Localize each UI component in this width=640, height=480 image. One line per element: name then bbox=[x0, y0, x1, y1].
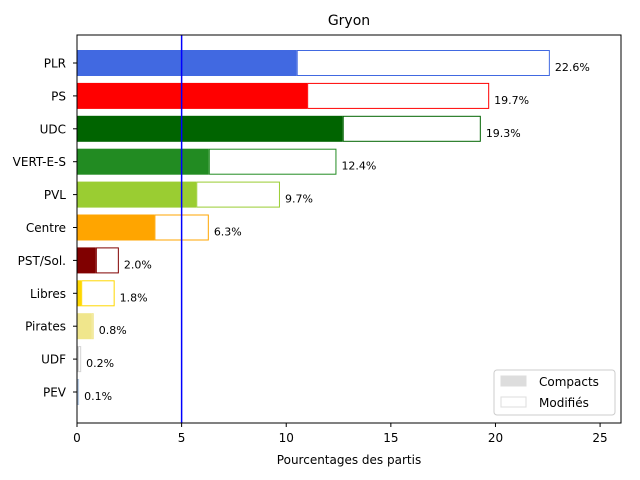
bar-compacts-ps bbox=[77, 82, 308, 109]
data-label-pirates: 0.8% bbox=[99, 324, 127, 337]
x-tick-label: 5 bbox=[178, 431, 186, 445]
bar-compacts-udf bbox=[77, 346, 79, 373]
data-label-pev: 0.1% bbox=[84, 390, 112, 403]
y-tick-label-libres: Libres bbox=[30, 287, 66, 301]
bar-compacts-vert-e-s bbox=[77, 148, 209, 175]
x-tick-label: 25 bbox=[592, 431, 607, 445]
x-axis-label: Pourcentages des partis bbox=[277, 453, 421, 467]
bar-modifies-pirates bbox=[91, 313, 94, 340]
bar-compacts-pst-sol bbox=[77, 247, 96, 274]
data-label-udc: 19.3% bbox=[486, 127, 521, 140]
x-tick-label: 20 bbox=[488, 431, 503, 445]
data-label-ps: 19.7% bbox=[494, 94, 529, 107]
data-label-vert-e-s: 12.4% bbox=[341, 160, 376, 173]
legend-label-modifies: Modifiés bbox=[539, 396, 589, 410]
legend-label-compacts: Compacts bbox=[539, 375, 599, 389]
bar-modifies-udf bbox=[78, 346, 82, 373]
data-label-plr: 22.6% bbox=[555, 61, 590, 74]
bar-compacts-centre bbox=[77, 214, 155, 241]
y-tick-label-udc: UDC bbox=[40, 122, 66, 136]
y-tick-label-pirates: Pirates bbox=[25, 320, 66, 334]
data-label-udf: 0.2% bbox=[86, 357, 114, 370]
bar-modifies-plr bbox=[296, 50, 550, 76]
data-label-centre: 6.3% bbox=[214, 226, 242, 239]
data-label-libres: 1.8% bbox=[120, 291, 148, 304]
bar-modifies-udc bbox=[342, 115, 481, 142]
bars-group bbox=[77, 50, 550, 405]
bar-modifies-libres bbox=[81, 280, 115, 307]
y-tick-label-pev: PEV bbox=[43, 386, 67, 400]
legend-swatch-modifies bbox=[500, 396, 527, 408]
chart-title: Gryon bbox=[328, 13, 370, 29]
x-tick-label: 15 bbox=[383, 431, 398, 445]
y-tick-label-plr: PLR bbox=[44, 57, 66, 71]
bar-modifies-vert-e-s bbox=[208, 148, 337, 175]
x-tick-label: 10 bbox=[279, 431, 294, 445]
bar-compacts-pirates bbox=[77, 313, 92, 340]
legend-swatch-compacts bbox=[500, 375, 527, 387]
data-label-pst-sol: 2.0% bbox=[124, 258, 152, 271]
y-tick-label-centre: Centre bbox=[26, 221, 66, 235]
y-tick-label-pst-sol: PST/Sol. bbox=[18, 254, 66, 268]
data-label-pvl: 9.7% bbox=[285, 193, 313, 206]
y-tick-labels: PLR PS UDC VERT-E-S PVL Centre PST/Sol. Libres P… bbox=[13, 57, 77, 400]
plot-frame bbox=[76, 34, 622, 424]
bar-compacts-pvl bbox=[77, 181, 197, 208]
bar-modifies-ps bbox=[307, 82, 490, 109]
y-tick-label-udf: UDF bbox=[41, 353, 66, 367]
bar-compacts-plr bbox=[77, 50, 297, 76]
y-tick-label-pvl: PVL bbox=[44, 188, 66, 202]
y-tick-label-vert-e-s: VERT-E-S bbox=[13, 155, 66, 169]
legend: Compacts Modifiés bbox=[493, 369, 616, 416]
bar-modifies-pev bbox=[77, 379, 80, 405]
bar-modifies-pst-sol bbox=[95, 247, 119, 274]
x-ticks: 0 5 10 15 20 25 bbox=[73, 423, 608, 445]
bar-modifies-pvl bbox=[196, 181, 280, 208]
bar-compacts-udc bbox=[77, 115, 343, 142]
x-tick-label: 0 bbox=[73, 431, 81, 445]
data-labels-group: 22.6% 19.7% 19.3% 12.4% 9.7% 6.3% 2.0% 1.8% 0.8%… bbox=[84, 61, 590, 403]
y-tick-label-ps: PS bbox=[51, 89, 66, 103]
bar-compacts-libres bbox=[77, 280, 82, 307]
